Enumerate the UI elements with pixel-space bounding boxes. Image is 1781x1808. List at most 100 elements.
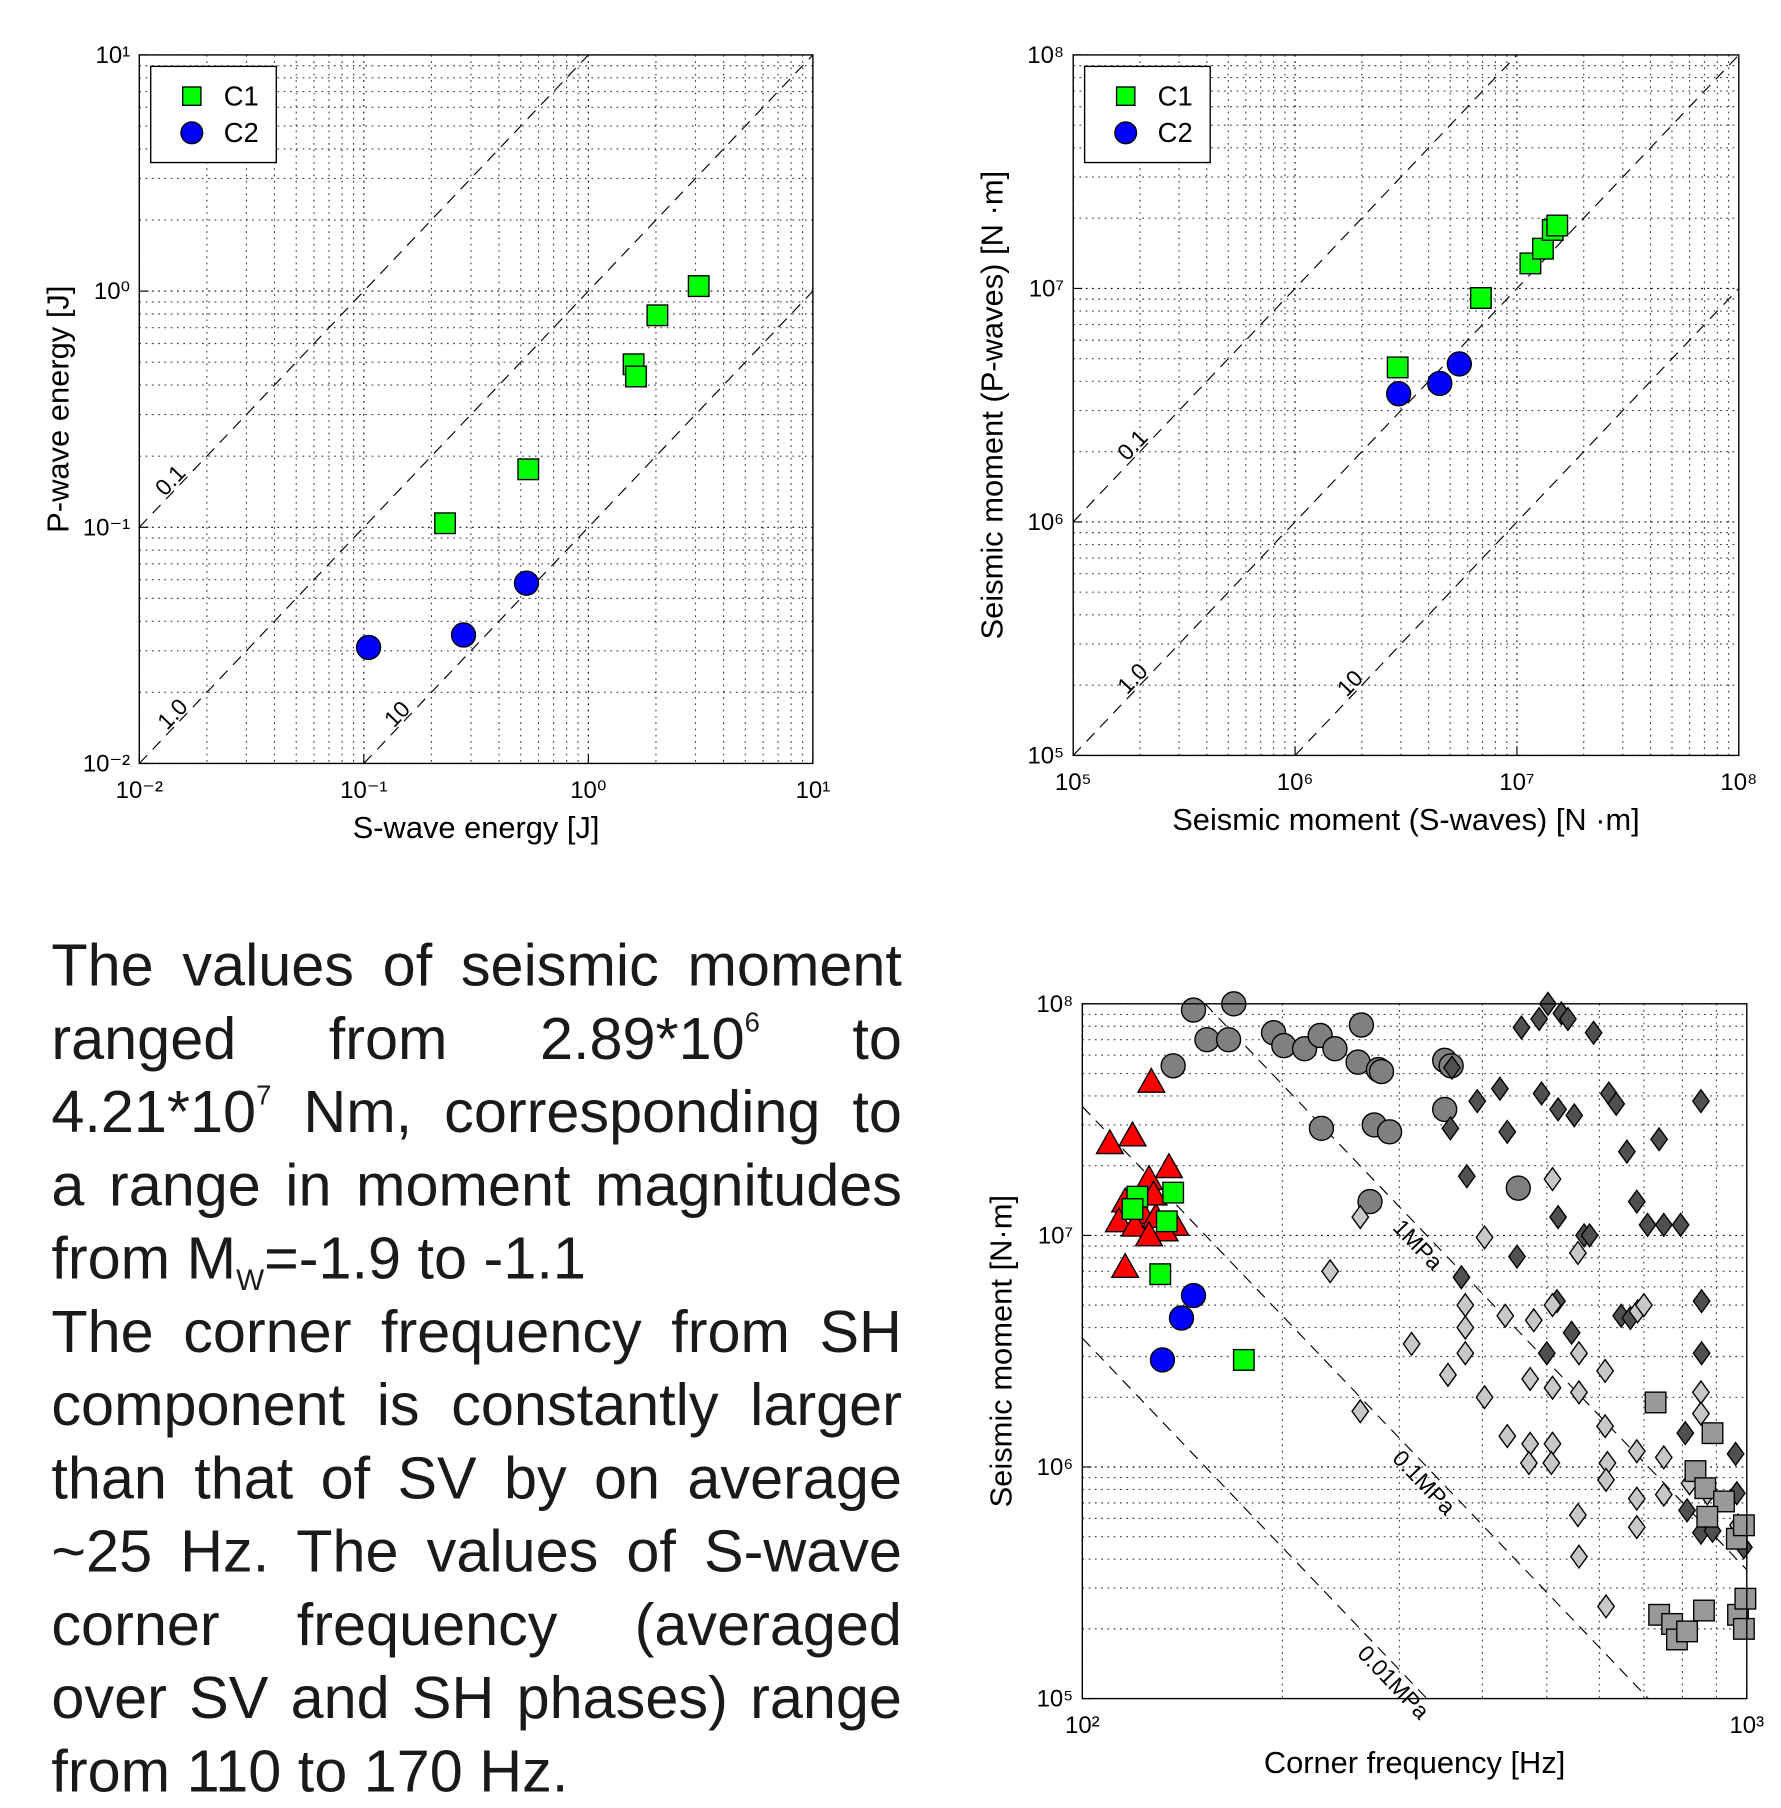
marker-square bbox=[1546, 214, 1569, 237]
marker-square bbox=[1734, 1587, 1757, 1610]
marker-diamond bbox=[1321, 1258, 1340, 1284]
marker-circle bbox=[1160, 1053, 1186, 1079]
x-tick-label: 10⁸ bbox=[1720, 769, 1757, 796]
superscript: 6 bbox=[744, 1007, 760, 1039]
marker-diamond bbox=[1654, 1444, 1673, 1470]
legend-box bbox=[150, 65, 277, 164]
marker-diamond bbox=[1542, 1450, 1561, 1476]
marker-diamond bbox=[1569, 1379, 1589, 1405]
marker-diamond bbox=[1456, 1340, 1475, 1366]
marker-diamond bbox=[1726, 1441, 1745, 1467]
marker-triangle bbox=[1095, 1128, 1125, 1155]
x-tick-label: 10² bbox=[1065, 1712, 1100, 1739]
marker-diamond bbox=[1549, 1204, 1568, 1230]
marker-diamond bbox=[1607, 1091, 1626, 1117]
marker-diamond bbox=[1627, 1486, 1646, 1512]
plot-frame bbox=[138, 54, 814, 765]
marker-diamond bbox=[1692, 1288, 1711, 1314]
subscript: W bbox=[236, 1262, 265, 1297]
marker-square bbox=[1676, 1620, 1699, 1643]
marker-square bbox=[1162, 1181, 1185, 1204]
marker-diamond bbox=[1456, 1315, 1475, 1341]
marker-triangle bbox=[1136, 1067, 1166, 1093]
marker-square bbox=[1121, 1198, 1144, 1221]
marker-diamond bbox=[1627, 1189, 1646, 1215]
text: The corner frequency from SH component i… bbox=[51, 1299, 902, 1806]
marker-square bbox=[1644, 1391, 1667, 1414]
marker-square bbox=[1149, 1263, 1172, 1286]
marker-diamond bbox=[1596, 1593, 1616, 1619]
y-tick-label: 10⁵ bbox=[1037, 1686, 1074, 1713]
marker-diamond bbox=[1490, 1076, 1509, 1102]
marker-diamond bbox=[1351, 1398, 1370, 1424]
legend-label: C1 bbox=[224, 80, 259, 111]
marker-diamond bbox=[1627, 1438, 1646, 1464]
x-tick-label: 10⁰ bbox=[570, 777, 606, 804]
marker-circle bbox=[1357, 1188, 1383, 1215]
marker-diamond bbox=[1351, 1204, 1370, 1230]
marker-diamond bbox=[1676, 1420, 1695, 1446]
marker-diamond bbox=[1558, 1006, 1577, 1032]
marker-circle bbox=[1368, 1058, 1395, 1085]
x-tick-label: 10⁻¹ bbox=[340, 777, 387, 804]
y-axis-label: P-wave energy [J] bbox=[41, 286, 76, 533]
marker-circle bbox=[1194, 1026, 1220, 1053]
y-tick-label: 10⁶ bbox=[1028, 509, 1065, 536]
reference-line bbox=[1204, 1003, 1748, 1571]
marker-diamond bbox=[1634, 1292, 1653, 1318]
marker-circle bbox=[180, 121, 204, 145]
marker-diamond bbox=[1475, 1224, 1494, 1250]
marker-diamond bbox=[1565, 1102, 1584, 1128]
y-tick-label: 10⁻¹ bbox=[83, 514, 130, 541]
reference-line bbox=[1081, 1337, 1428, 1699]
y-tick-label: 10⁰ bbox=[94, 278, 130, 305]
marker-diamond bbox=[1596, 1413, 1615, 1439]
marker-diamond bbox=[1569, 1544, 1589, 1570]
marker-diamond bbox=[1438, 1362, 1458, 1388]
marker-diamond bbox=[1671, 1212, 1690, 1238]
marker-circle bbox=[1271, 1032, 1297, 1059]
marker-diamond bbox=[1543, 1166, 1562, 1192]
marker-diamond bbox=[1568, 1240, 1587, 1266]
legend-label: C1 bbox=[1158, 80, 1193, 111]
marker-diamond bbox=[1468, 1088, 1487, 1114]
y-axis-label: Seismic moment [N·m] bbox=[984, 1195, 1019, 1507]
text: The values of seismic moment ranged from… bbox=[51, 932, 902, 1073]
marker-diamond bbox=[1569, 1340, 1589, 1366]
marker-diamond bbox=[1691, 1088, 1710, 1114]
y-tick-label: 10⁶ bbox=[1037, 1454, 1074, 1481]
marker-diamond bbox=[1691, 1401, 1710, 1427]
marker-circle bbox=[1180, 997, 1207, 1023]
marker-square bbox=[1694, 1477, 1717, 1500]
text: to 4.21*10 bbox=[51, 1006, 902, 1146]
marker-diamond bbox=[1441, 1115, 1460, 1141]
marker-square bbox=[181, 86, 202, 106]
marker-diamond bbox=[1457, 1163, 1476, 1189]
marker-diamond bbox=[1580, 1222, 1599, 1248]
legend-label: C2 bbox=[224, 117, 259, 148]
paragraph: The values of seismic moment ranged from… bbox=[51, 929, 902, 1295]
marker-circle bbox=[1431, 1096, 1458, 1123]
marker-diamond bbox=[1562, 1320, 1581, 1346]
x-tick-label: 10⁷ bbox=[1499, 769, 1534, 796]
marker-square bbox=[1732, 1617, 1755, 1640]
plot-frame bbox=[1072, 54, 1740, 757]
marker-square bbox=[687, 275, 710, 298]
y-tick-label: 10⁸ bbox=[1027, 42, 1064, 69]
x-tick-label: 10⁵ bbox=[1055, 769, 1092, 796]
marker-square bbox=[1531, 237, 1554, 260]
marker-square bbox=[1232, 1348, 1255, 1371]
marker-square bbox=[434, 512, 457, 535]
text: Nm, corresponding to a range in moment m… bbox=[51, 1079, 902, 1293]
marker-diamond bbox=[1727, 1480, 1746, 1506]
marker-square bbox=[625, 365, 647, 388]
marker-circle bbox=[1308, 1115, 1335, 1142]
legend-label: C2 bbox=[1158, 117, 1193, 148]
marker-diamond bbox=[1512, 1015, 1531, 1041]
marker-diamond bbox=[1507, 1244, 1527, 1270]
marker-diamond bbox=[1650, 1126, 1669, 1152]
